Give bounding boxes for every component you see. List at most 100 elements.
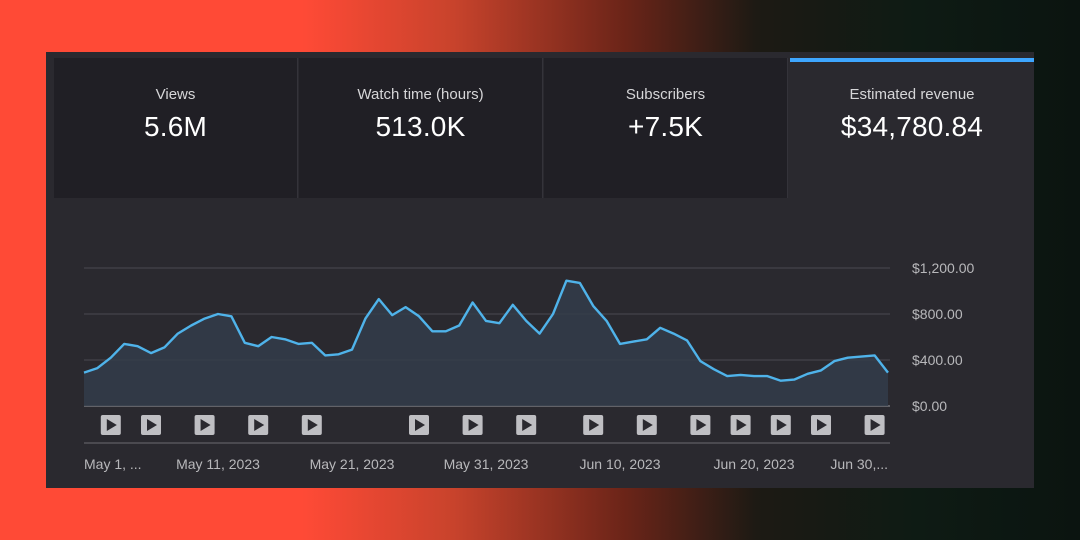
data-point	[658, 325, 663, 330]
data-point	[778, 378, 783, 383]
data-point	[417, 314, 422, 319]
x-tick-label: May 11, 2023	[176, 456, 260, 472]
play-icon	[589, 419, 600, 431]
video-marker-icon[interactable]	[636, 415, 657, 435]
metric-value: 513.0K	[375, 111, 466, 142]
data-point	[537, 331, 542, 336]
play-icon	[254, 419, 265, 431]
video-marker-icon[interactable]	[301, 415, 322, 435]
metric-value: $34,780.84	[840, 111, 984, 142]
data-point	[470, 300, 475, 305]
data-point	[551, 312, 556, 317]
data-point	[752, 374, 757, 379]
data-point	[618, 341, 623, 346]
y-tick-label: $400.00	[912, 352, 963, 368]
x-tick-label: Jun 10, 2023	[580, 456, 661, 472]
data-point	[350, 347, 355, 352]
play-icon	[642, 419, 653, 431]
metric-value: +7.5K	[628, 111, 703, 142]
data-point	[819, 368, 824, 373]
video-marker-icon[interactable]	[811, 415, 831, 435]
data-point	[430, 329, 435, 334]
data-point	[256, 344, 261, 349]
data-point	[604, 318, 609, 323]
data-point	[832, 359, 837, 364]
data-point	[108, 355, 113, 360]
data-point	[457, 323, 462, 328]
play-icon	[200, 419, 211, 431]
data-point	[765, 374, 770, 379]
data-point	[162, 345, 167, 350]
data-point	[497, 321, 502, 326]
data-point	[336, 352, 341, 357]
metric-cards: Views 5.6M Watch time (hours) 513.0K Sub…	[54, 58, 1034, 198]
video-marker-icon[interactable]	[409, 415, 429, 435]
data-point	[296, 341, 301, 346]
data-point	[591, 303, 596, 308]
metric-label: Subscribers	[625, 86, 706, 103]
play-icon	[870, 419, 881, 431]
metric-card-subscribers[interactable]: Subscribers +7.5K	[544, 58, 788, 198]
data-point	[122, 341, 127, 346]
revenue-line	[83, 279, 889, 382]
y-tick-label: $800.00	[912, 306, 963, 322]
video-marker-icon[interactable]	[864, 415, 885, 435]
data-point	[323, 353, 328, 358]
video-marker-icon[interactable]	[462, 415, 483, 435]
video-marker-icon[interactable]	[730, 415, 751, 435]
data-point	[363, 316, 368, 321]
analytics-panel: Views 5.6M Watch time (hours) 513.0K Sub…	[46, 52, 1034, 488]
x-tick-label: May 31, 2023	[444, 456, 529, 472]
data-point	[725, 374, 730, 379]
data-point	[564, 278, 569, 283]
data-point	[644, 337, 649, 342]
play-icon	[147, 419, 157, 431]
play-icon	[307, 419, 318, 431]
metric-label: Estimated revenue	[849, 86, 975, 103]
play-icon	[736, 419, 747, 431]
play-icon	[106, 419, 117, 431]
data-point	[685, 338, 690, 343]
metric-value: 5.6M	[143, 111, 208, 142]
y-tick-label: $1,200.00	[912, 260, 974, 276]
video-marker-icon[interactable]	[248, 415, 269, 435]
data-point	[711, 367, 716, 372]
y-tick-label: $0.00	[912, 398, 947, 414]
data-point	[886, 370, 891, 375]
data-point	[390, 313, 395, 318]
play-icon	[415, 419, 425, 431]
data-point	[82, 370, 87, 375]
data-point	[202, 316, 207, 321]
video-marker-icon[interactable]	[100, 415, 121, 435]
video-marker-icon[interactable]	[194, 415, 215, 435]
play-icon	[776, 419, 787, 431]
data-point	[698, 359, 703, 364]
data-point	[510, 302, 515, 307]
play-icon	[817, 419, 827, 431]
data-point	[242, 340, 247, 345]
video-marker-icon[interactable]	[516, 415, 537, 435]
video-marker-icon[interactable]	[690, 415, 711, 435]
data-point	[845, 355, 850, 360]
x-tick-label: May 21, 2023	[310, 456, 395, 472]
video-marker-icon[interactable]	[141, 415, 161, 435]
data-point	[403, 305, 408, 310]
video-marker-icon[interactable]	[583, 415, 604, 435]
data-point	[631, 339, 636, 344]
data-point	[283, 337, 288, 342]
data-point	[805, 371, 810, 376]
x-tick-label: Jun 20, 2023	[714, 456, 795, 472]
metric-card-watch-time[interactable]: Watch time (hours) 513.0K	[299, 58, 543, 198]
metric-label: Watch time (hours)	[357, 86, 484, 103]
metric-card-views[interactable]: Views 5.6M	[54, 58, 298, 198]
data-point	[671, 331, 676, 336]
play-icon	[468, 419, 479, 431]
metric-label: Views	[155, 86, 196, 103]
video-marker-icon[interactable]	[770, 415, 791, 435]
data-point	[524, 318, 529, 323]
revenue-area	[84, 280, 888, 406]
data-point	[95, 366, 100, 371]
data-point	[149, 351, 154, 356]
metric-card-estimated-revenue[interactable]: Estimated revenue $34,780.84	[790, 58, 1034, 198]
data-point	[175, 331, 180, 336]
